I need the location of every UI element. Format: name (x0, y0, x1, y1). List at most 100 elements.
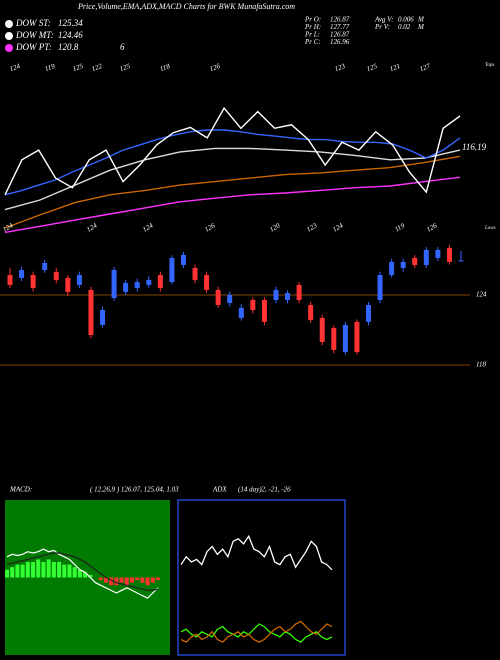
candle-body (342, 324, 348, 353)
candle-body (169, 257, 175, 283)
series-line (180, 620, 333, 643)
candle-body (53, 271, 59, 280)
panel-label: MACD: (9, 486, 32, 494)
candle-body (227, 294, 233, 304)
candle-body (285, 292, 291, 300)
quote-value: 126.87 (330, 31, 350, 39)
legend-dot (5, 44, 13, 52)
top-label: 119 (44, 62, 57, 73)
candle-body (308, 305, 314, 320)
chart-title: Price,Volume,EMA,ADX,MACD Charts for BWK… (77, 2, 295, 11)
candle-body (458, 260, 464, 262)
top-label: 122 (91, 62, 104, 73)
histogram-bar (57, 562, 62, 578)
top-label: 127 (419, 62, 432, 73)
quote-label: Pr H: (304, 23, 321, 31)
candle-body (365, 305, 371, 322)
candle-body (88, 289, 94, 335)
lows-label: Lows (484, 226, 496, 231)
series-line (6, 548, 159, 599)
candle-body (331, 327, 337, 350)
candle-body (30, 275, 36, 288)
end-label: 116.19 (462, 142, 487, 152)
y-tick-label: 124 (476, 291, 487, 299)
top-label: 123 (334, 62, 347, 73)
legend-value: 125.34 (58, 18, 83, 28)
candle-body (204, 275, 210, 290)
candle-body (19, 269, 25, 278)
series-line (4, 147, 461, 211)
histogram-bar (88, 574, 93, 578)
top-label: 118 (159, 62, 172, 73)
histogram-bar (98, 577, 103, 581)
histogram-bar (25, 562, 30, 578)
series-line (180, 534, 333, 571)
histogram-bar (135, 577, 140, 581)
legend-name: DOW MT: (15, 30, 54, 40)
series-line (6, 552, 159, 591)
histogram-bar (46, 559, 51, 578)
candle-body (446, 247, 452, 262)
volume-unit: M (417, 23, 425, 31)
histogram-bar (156, 577, 160, 581)
candle-body (400, 261, 406, 269)
histogram-bar (36, 559, 41, 578)
candle-body (76, 275, 82, 285)
candle-body (412, 257, 418, 265)
quote-value: 126.96 (330, 38, 350, 46)
legend-value: 124.46 (58, 30, 83, 40)
y-tick-label: 118 (476, 361, 486, 369)
candle-body (192, 268, 198, 280)
legend-extra: 6 (120, 42, 125, 52)
histogram-bar (5, 569, 9, 578)
series-line (4, 155, 461, 229)
candle-body (389, 261, 395, 276)
candle-body (296, 284, 302, 300)
candle-body (238, 307, 244, 318)
candle-body (180, 254, 186, 265)
histogram-bar (129, 577, 134, 583)
histogram-bar (72, 567, 77, 578)
candle-body (215, 289, 221, 305)
histogram-bar (41, 562, 46, 578)
series-line (4, 129, 461, 196)
histogram-bar (145, 577, 150, 586)
histogram-bar (31, 562, 36, 578)
candle-body (7, 275, 13, 285)
candle-body (273, 289, 279, 300)
histogram-bar (124, 577, 129, 586)
candle-body (146, 279, 152, 285)
volume-value: 0.02 (398, 23, 411, 31)
legend-name: DOW PT: (15, 42, 52, 52)
quote-value: 127.77 (330, 23, 350, 31)
top-label: 125 (72, 62, 85, 73)
top-label: 125 (119, 62, 132, 73)
histogram-bar (119, 577, 124, 583)
histogram-bar (20, 564, 25, 578)
candle-body (435, 249, 441, 258)
top-label: 125 (366, 62, 379, 73)
top-label: 126 (209, 62, 222, 73)
volume-unit: M (417, 16, 425, 24)
panel-params: ( 12,26,9 ) 126.07, 125.04, 1.03 (90, 486, 179, 494)
histogram-bar (67, 564, 72, 578)
histogram-bar (114, 577, 119, 586)
histogram-bar (15, 564, 20, 578)
histogram-bar (77, 569, 82, 578)
candle-body (377, 275, 383, 300)
candle-body (423, 249, 429, 265)
candle-body (123, 282, 129, 292)
histogram-bar (150, 577, 155, 583)
histogram-bar (10, 567, 15, 578)
legend-dot (5, 32, 13, 40)
panel-params: (14 day)2, -21, -26 (238, 486, 291, 494)
histogram-bar (51, 562, 56, 578)
quote-label: Pr O: (304, 16, 321, 24)
tops-label: Tops (485, 63, 494, 68)
volume-label: Pr V: (374, 23, 390, 31)
candle-body (111, 269, 117, 298)
quote-label: Pr L: (304, 31, 320, 39)
panel (177, 499, 346, 656)
volume-value: 0.006 (398, 16, 414, 24)
